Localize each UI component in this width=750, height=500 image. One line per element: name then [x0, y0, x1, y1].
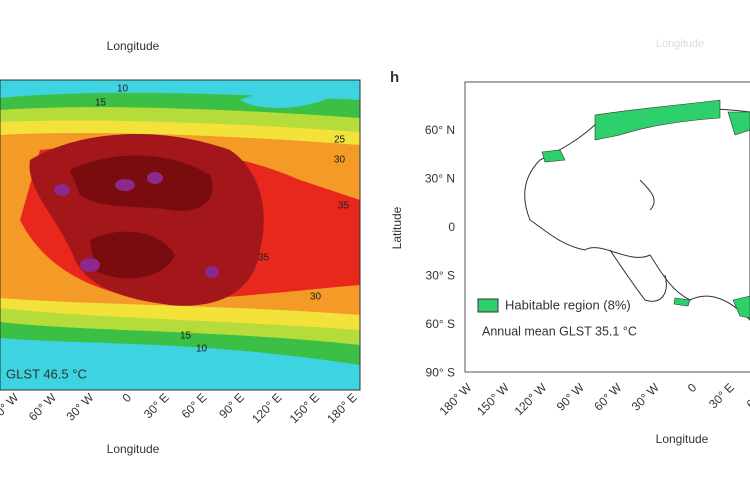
legend-swatch	[477, 298, 499, 313]
contour-label: 35	[258, 253, 270, 264]
x-tick-label: 150° W	[474, 380, 512, 418]
panel-label: h	[390, 69, 399, 86]
annotation: GLST 46.5 °C	[6, 366, 87, 381]
x-axis-label: Longitude	[656, 432, 709, 446]
contour-label: 15	[180, 331, 192, 342]
habitable-region	[727, 111, 750, 136]
x-tick-label: 180° W	[437, 380, 475, 418]
x-tick-label: 150° E	[287, 390, 322, 425]
temperature-map	[0, 80, 360, 390]
y-tick-label: 60° N	[425, 123, 455, 137]
x-tick-label: 30° E	[141, 390, 172, 421]
x-tick-label: 60° E	[179, 390, 210, 421]
x-tick-label: 60° E	[744, 380, 750, 411]
x-tick-label: 60° W	[26, 390, 60, 424]
x-tick-label: 30° E	[706, 380, 737, 411]
map-frame	[0, 79, 361, 391]
contour-label: 35	[338, 201, 350, 212]
contour-label: 25	[334, 135, 346, 146]
x-tick-label: 60° W	[591, 380, 625, 414]
x-tick-label: 90° W	[554, 380, 588, 414]
x-tick-label: 120° W	[512, 380, 550, 418]
top-axis-label: Longitude	[656, 38, 704, 50]
y-tick-label: 90° S	[426, 366, 455, 380]
x-ticks: 90° W 60° W 30° W 0 30° E 60° E 90° E 120° E 150…	[0, 390, 360, 426]
x-tick-label: 30° W	[63, 390, 97, 424]
y-tick-label: 30° S	[426, 269, 455, 283]
x-axis-label: Longitude	[107, 442, 160, 456]
y-tick-label: 0	[448, 220, 455, 234]
y-tick-label: 30° N	[425, 172, 455, 186]
x-tick-label: 0	[685, 380, 700, 395]
legend-label: Habitable region (8%)	[505, 297, 631, 312]
habitable-region	[541, 149, 566, 163]
top-axis-label: Longitude	[107, 39, 160, 53]
y-tick-label: 60° S	[426, 317, 455, 331]
contour-label: 30	[334, 155, 346, 166]
x-tick-label: 180° E	[324, 390, 359, 425]
habitable-region	[594, 99, 721, 141]
y-axis-label: Latitude	[390, 206, 404, 249]
y-ticks: 60° N 30° N 0 30° S 60° S 90° S	[425, 123, 455, 380]
x-tick-label: 90° W	[0, 390, 22, 424]
contour-label: 15	[95, 98, 107, 109]
x-tick-label: 30° W	[629, 380, 663, 414]
contour-label: 10	[196, 344, 208, 355]
annotation: Annual mean GLST 35.1 °C	[482, 324, 637, 338]
contour-label: 30	[310, 292, 322, 303]
habitable-region	[673, 295, 750, 319]
x-tick-label: 120° E	[249, 390, 284, 425]
x-tick-label: 0	[120, 390, 135, 405]
x-tick-label: 90° E	[216, 390, 247, 421]
contour-label: 10	[117, 84, 129, 95]
